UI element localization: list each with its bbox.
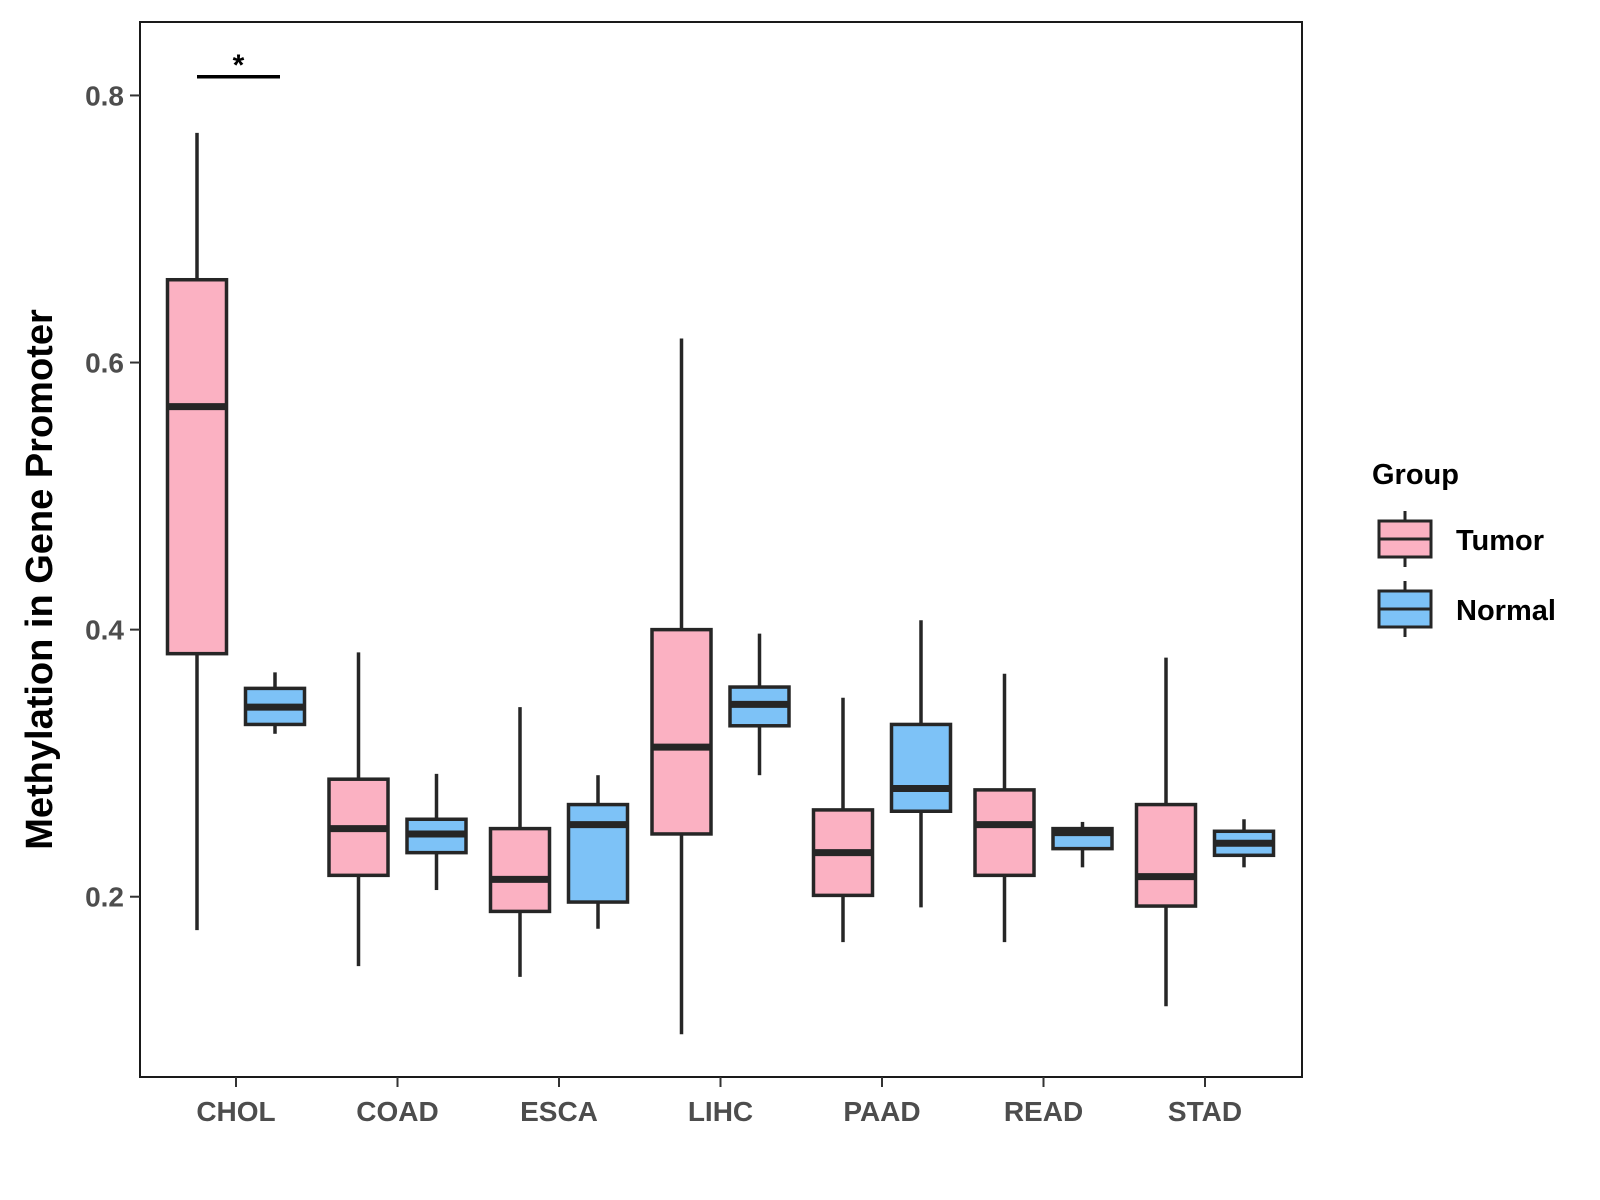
legend-title: Group: [1372, 459, 1459, 491]
x-tick-label: CHOL: [196, 1096, 275, 1127]
y-axis-title: Methylation in Gene Promoter: [19, 309, 61, 850]
plot-panel-border: [139, 21, 1303, 1078]
y-tick-label: 0.4: [85, 615, 124, 646]
box-normal-esca: [566, 802, 630, 904]
x-tick-label: COAD: [356, 1096, 438, 1127]
x-tick-label: ESCA: [520, 1096, 598, 1127]
box-normal-paad: [889, 722, 953, 813]
x-tick-label: READ: [1004, 1096, 1083, 1127]
legend-label-normal: Normal: [1456, 595, 1556, 627]
legend-label-tumor: Tumor: [1456, 525, 1544, 557]
box-tumor-lihc: [650, 627, 713, 836]
box-tumor-read: [973, 788, 1036, 878]
y-tick-label: 0.8: [85, 80, 124, 111]
x-tick-label: LIHC: [688, 1096, 753, 1127]
box-tumor-stad: [1134, 802, 1198, 908]
x-tick-label: STAD: [1168, 1096, 1242, 1127]
significance-label: *: [233, 49, 245, 82]
y-tick-label: 0.2: [85, 882, 124, 913]
box-tumor-esca: [488, 826, 552, 914]
box-tumor-chol: [165, 277, 229, 656]
y-tick-label: 0.6: [85, 348, 124, 379]
x-tick-label: PAAD: [843, 1096, 920, 1127]
